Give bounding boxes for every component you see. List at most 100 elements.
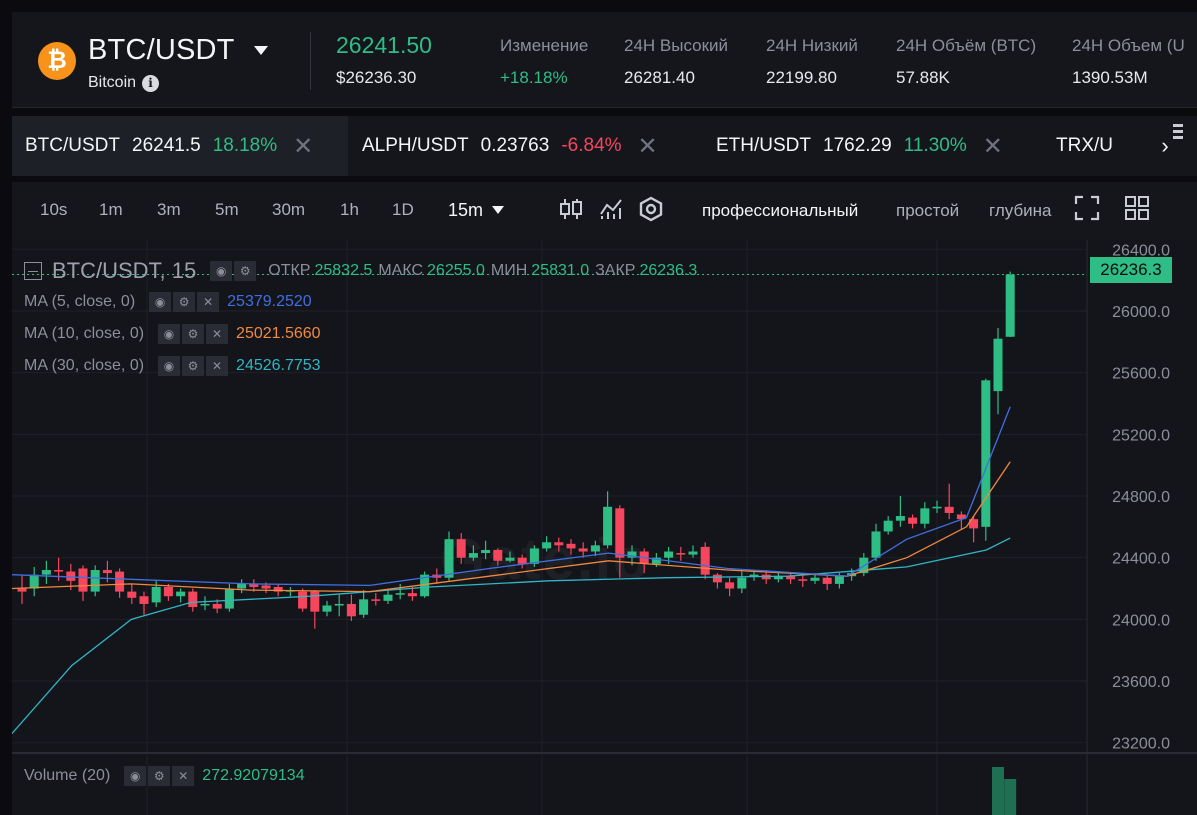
interval-10s[interactable]: 10s	[40, 200, 68, 219]
interval-3m[interactable]: 3m	[157, 200, 181, 219]
volume-bar	[992, 767, 1004, 815]
ohlc-low-value: 25831.0	[531, 262, 590, 279]
tab-change: 18.18%	[212, 135, 278, 156]
interval-5m[interactable]: 5m	[215, 200, 239, 219]
candle-body	[29, 574, 39, 589]
eye-icon[interactable]: ◉	[124, 766, 147, 786]
close-icon[interactable]: ✕	[206, 356, 229, 376]
candle-body	[17, 588, 27, 592]
candle-body	[944, 506, 954, 513]
close-icon[interactable]: ✕	[982, 132, 1003, 160]
y-axis-tick-label: 23200.0	[1112, 736, 1170, 753]
collapse-legend-icon[interactable]	[24, 262, 42, 280]
eye-icon[interactable]: ◉	[158, 324, 181, 344]
interval-1d[interactable]: 1D	[392, 200, 414, 219]
candle-body	[200, 603, 210, 606]
candlestick-chart-svg[interactable]: 26400.0 26000.0 25600.0 25200.0 24800.0 24400…	[12, 240, 1197, 815]
stat-24h-volume-usdt: 24H Объем (U 1390.53M	[1072, 36, 1185, 88]
indicators-icon[interactable]	[598, 196, 624, 222]
candle-body	[908, 517, 918, 524]
candle-body	[895, 516, 905, 521]
interval-30m[interactable]: 30m	[272, 200, 306, 219]
tab-btc-usdt[interactable]: BTC/USDT 26241.5 18.18% ✕	[12, 116, 348, 176]
settings-hexagon-icon[interactable]	[638, 196, 664, 222]
mode-depth[interactable]: глубина	[989, 201, 1052, 220]
volume-name: Volume (20)	[24, 767, 111, 784]
tabs-menu-icon[interactable]: ▬ ▬ ▬	[1173, 119, 1183, 142]
candle-body	[529, 548, 539, 564]
y-axis-tick-label: 24800.0	[1112, 489, 1170, 506]
stat-label: 24H Объем (U	[1072, 36, 1185, 55]
close-icon[interactable]: ✕	[172, 766, 195, 786]
price-chart[interactable]: Gate.io 26400.0 26000.0 25600.0 25200.0 2480…	[12, 240, 1197, 815]
ma10-name: MA (10, close, 0)	[24, 325, 145, 342]
fullscreen-icon[interactable]	[1074, 195, 1100, 221]
stat-value: 57.88K	[896, 68, 950, 87]
candle-body	[456, 539, 466, 558]
candlestick-type-icon[interactable]	[558, 196, 584, 222]
candle-body	[420, 574, 430, 597]
tab-trx-usdt[interactable]: TRX/U	[1056, 116, 1125, 176]
eye-icon[interactable]: ◉	[210, 261, 233, 281]
tab-symbol: ETH/USDT	[716, 135, 811, 156]
candle-body	[773, 576, 783, 580]
ma5-name: MA (5, close, 0)	[24, 293, 136, 310]
candle-body	[883, 520, 893, 532]
tab-price: 1762.29	[823, 135, 892, 156]
close-icon[interactable]: ✕	[637, 132, 658, 160]
gear-icon[interactable]: ⚙	[148, 766, 171, 786]
candle-body	[481, 549, 491, 554]
market-header: ₿ BTC/USDT Bitcoin i 26241.50 $26236.30 …	[12, 12, 1197, 108]
candle-body	[102, 570, 112, 574]
series-title: BTC/USDT, 15	[52, 258, 197, 283]
gear-icon[interactable]: ⚙	[173, 292, 196, 312]
candle-body	[749, 574, 759, 577]
mode-professional[interactable]: профессиональный	[702, 201, 859, 220]
gear-icon[interactable]: ⚙	[234, 261, 257, 281]
candle-body	[920, 508, 930, 524]
close-icon[interactable]: ✕	[206, 324, 229, 344]
stat-label: 24H Высокий	[624, 36, 729, 55]
gear-icon[interactable]: ⚙	[182, 324, 205, 344]
candle-body	[993, 338, 1003, 392]
interval-1h[interactable]: 1h	[340, 200, 359, 219]
info-icon[interactable]: i	[142, 74, 160, 92]
tab-change: -6.84%	[561, 135, 622, 156]
grid-layout-icon[interactable]	[1124, 195, 1150, 221]
header-divider	[310, 32, 311, 90]
ohlc-open-value: 25832.5	[314, 262, 373, 279]
candle-body	[212, 603, 222, 609]
candle-body	[395, 593, 405, 595]
candle-body	[651, 557, 661, 564]
ma30-value: 24526.7753	[236, 357, 321, 374]
tabs-scroll-right-button[interactable]: ›	[1115, 116, 1197, 176]
eye-icon[interactable]: ◉	[158, 356, 181, 376]
ohlc-close-label: ЗАКР	[595, 262, 636, 279]
volume-bar	[1004, 779, 1017, 815]
candle-body	[298, 591, 308, 609]
ma5-line	[12, 406, 1011, 587]
candle-body	[627, 551, 637, 558]
candle-body	[737, 577, 747, 589]
candle-body	[932, 506, 942, 509]
close-icon[interactable]: ✕	[293, 132, 314, 160]
candle-body	[810, 577, 820, 581]
candle-body	[603, 506, 613, 546]
gear-icon[interactable]: ⚙	[182, 356, 205, 376]
candle-body	[66, 571, 76, 581]
eye-icon[interactable]: ◉	[149, 292, 172, 312]
ma30-name: MA (30, close, 0)	[24, 357, 145, 374]
y-axis-tick-label: 26000.0	[1112, 304, 1170, 321]
stat-label: 24H Объём (BTC)	[896, 36, 1037, 55]
interval-1m[interactable]: 1m	[99, 200, 123, 219]
candle-body	[151, 586, 161, 603]
close-icon[interactable]: ✕	[197, 292, 220, 312]
tab-alph-usdt[interactable]: ALPH/USDT 0.23763 -6.84% ✕	[362, 116, 658, 176]
interval-dropdown[interactable]: 15m	[448, 200, 505, 221]
tab-eth-usdt[interactable]: ETH/USDT 1762.29 11.30% ✕	[716, 116, 1003, 176]
pair-title[interactable]: BTC/USDT	[88, 34, 235, 66]
pair-dropdown-caret-icon[interactable]	[254, 46, 268, 55]
caret-down-icon	[492, 206, 505, 214]
ohlc-low-label: МИН	[490, 262, 528, 279]
mode-simple[interactable]: простой	[896, 201, 960, 220]
